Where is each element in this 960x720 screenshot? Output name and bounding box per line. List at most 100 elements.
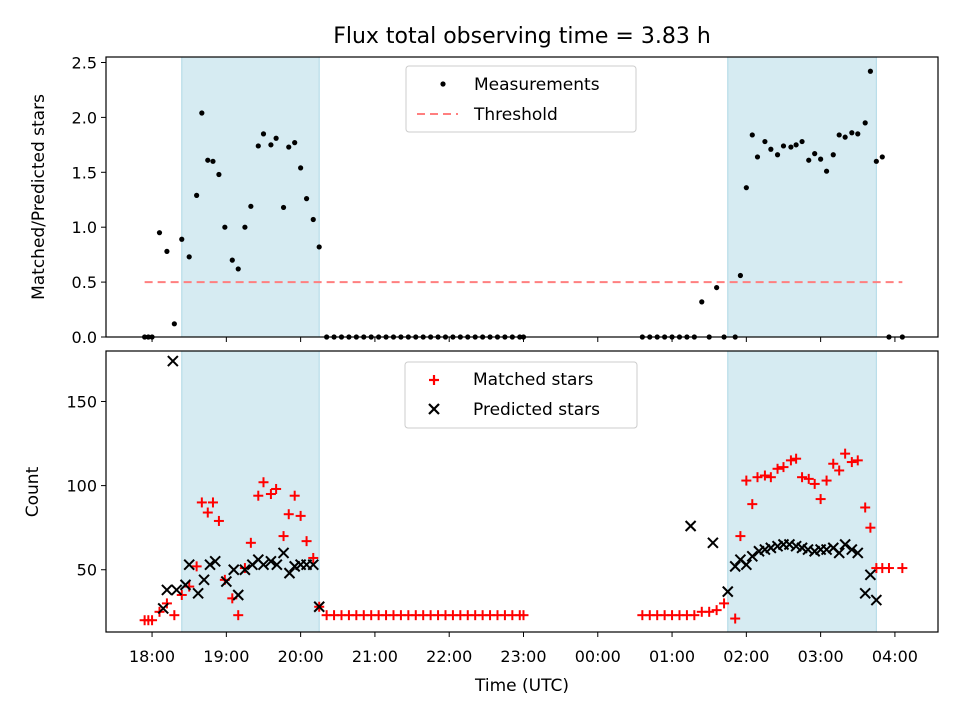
top-y-tick-label: 2.5 (72, 53, 97, 72)
measurement-point (806, 157, 812, 163)
x-tick-label: 21:00 (352, 647, 398, 666)
top-x-ticks (151, 337, 896, 342)
predicted-star-point (870, 594, 883, 606)
measurement-point (823, 168, 830, 174)
legend-matched-label: Matched stars (473, 370, 593, 390)
matched-star-point (747, 499, 758, 510)
predicted-star-point (722, 585, 734, 598)
top-shaded-interval (727, 56, 877, 338)
measurement-point (762, 138, 768, 145)
bottom-y-tick-label: 50 (77, 561, 97, 580)
matched-stars-points (139, 448, 908, 626)
predicted-star-point (820, 543, 833, 556)
matched-star-point (176, 589, 187, 600)
matched-star-point (265, 489, 276, 500)
legend-threshold-label: Threshold (473, 105, 558, 125)
x-tick-label: 03:00 (798, 647, 844, 666)
predicted-star-point (746, 550, 758, 562)
matched-star-point (860, 502, 871, 513)
x-tick-label: 01:00 (649, 647, 695, 666)
predicted-star-point (257, 558, 270, 571)
matched-star-point (791, 453, 802, 464)
predicted-star-point (833, 547, 845, 559)
matched-star-point (202, 507, 213, 518)
predicted-star-point (707, 537, 719, 549)
predicted-star-point (204, 558, 216, 571)
matched-star-point (253, 490, 264, 501)
measurement-point (818, 156, 824, 162)
predicted-star-point (839, 538, 851, 551)
measurement-point (768, 146, 774, 152)
matched-star-point (191, 561, 202, 572)
top-axes-frame (105, 56, 939, 338)
measurement-point (873, 158, 879, 164)
measurement-point (310, 216, 316, 223)
measurement-point (812, 151, 818, 157)
matched-star-point (834, 465, 845, 476)
predicted-star-point (220, 575, 233, 588)
matched-star-point (765, 472, 776, 483)
predicted-star-point (228, 564, 240, 576)
measurement-point (799, 138, 805, 145)
predicted-star-point (307, 558, 319, 571)
measurement-point (210, 158, 216, 164)
predicted-star-point (684, 520, 697, 532)
matched-star-point (283, 509, 294, 520)
predicted-star-point (157, 602, 169, 615)
matched-star-point (883, 563, 894, 574)
matched-star-point (803, 473, 814, 484)
matched-star-point (865, 522, 876, 533)
matched-star-point (809, 478, 820, 489)
matched-star-point (289, 490, 300, 501)
top-legend: Measurements Threshold (405, 65, 637, 133)
bottom-legend-box (404, 361, 638, 429)
measurement-point (186, 254, 192, 260)
predicted-stars-points (157, 355, 883, 615)
top-y-tick-label: 1.0 (72, 218, 97, 237)
measurement-point (179, 236, 185, 242)
measurement-point (229, 257, 235, 263)
measurement-point (235, 266, 241, 272)
bottom-shaded-interval (727, 350, 877, 633)
measurement-point (298, 165, 304, 171)
measurement-point (780, 143, 787, 149)
bottom-panel: 18:00 19:00 20:00 21:00 22:00 23:00 00:00 01:00… (23, 350, 939, 696)
matched-star-point (735, 531, 746, 542)
matched-star-point (828, 458, 839, 469)
measurement-point (199, 110, 205, 116)
matched-star-point (730, 613, 741, 624)
x-tick-label: 02:00 (723, 647, 769, 666)
measurement-point (842, 134, 848, 140)
x-tick-label: 23:00 (500, 647, 546, 666)
matched-star-point (295, 510, 306, 521)
matched-star-point (301, 536, 312, 547)
x-tick-label: 00:00 (575, 647, 621, 666)
measurement-point (286, 144, 292, 150)
matched-star-point (233, 610, 244, 621)
x-tick-label: 18:00 (129, 647, 175, 666)
predicted-star-point (179, 579, 192, 591)
legend-predicted-label: Predicted stars (473, 400, 600, 420)
top-y-tick-label: 0.5 (72, 273, 97, 292)
bottom-shaded-intervals (181, 350, 877, 633)
predicted-star-point (239, 564, 251, 576)
predicted-star-point (283, 567, 296, 579)
legend-measurements-label: Measurements (474, 75, 600, 95)
measurement-point (194, 192, 200, 198)
measurement-point (303, 196, 310, 202)
legend-measurements-marker (440, 81, 446, 87)
matched-star-point (689, 610, 700, 621)
predicted-star-point (783, 538, 796, 551)
matched-star-point (213, 515, 224, 526)
predicted-star-point (167, 355, 179, 367)
top-shaded-interval (181, 56, 320, 338)
measurement-point (867, 68, 874, 74)
measurement-point (774, 152, 781, 158)
measurement-point (737, 272, 744, 279)
measurement-point (793, 142, 799, 148)
bottom-y-tick-label: 100 (66, 477, 97, 496)
measurement-point (879, 154, 885, 160)
measurement-point (788, 144, 794, 150)
top-legend-box (405, 65, 637, 133)
matched-star-point (169, 610, 180, 621)
